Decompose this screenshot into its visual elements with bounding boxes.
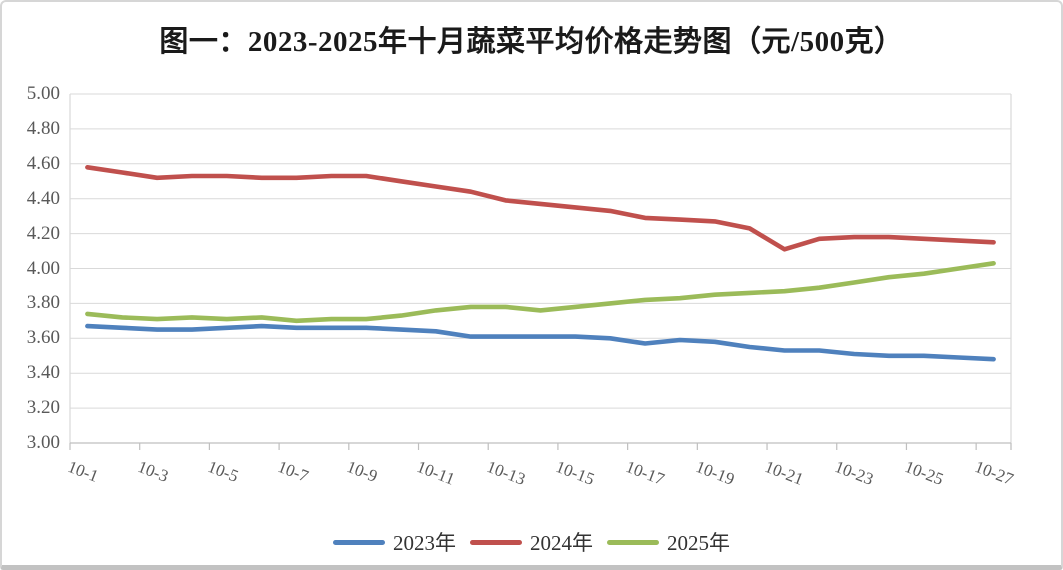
chart-legend: 2023年 2024年 2025年	[2, 526, 1061, 558]
y-axis-tick-label: 3.20	[26, 397, 60, 419]
legend-label: 2023年	[393, 531, 456, 555]
legend-line-swatch	[333, 539, 385, 545]
series-line-2024年	[85, 165, 996, 252]
legend-item-2023年: 2023年	[333, 527, 456, 557]
y-axis-tick-label: 3.00	[26, 432, 60, 453]
legend-line-swatch	[470, 539, 522, 545]
legend-item-2024年: 2024年	[470, 527, 593, 557]
y-axis-tick-label: 4.60	[26, 152, 60, 174]
y-axis-tick-label: 4.80	[26, 117, 60, 139]
y-axis-tick-label: 3.80	[26, 292, 60, 314]
legend-label: 2025年	[667, 531, 730, 555]
series-line-2023年	[85, 323, 996, 362]
y-axis-tick-label: 3.60	[26, 327, 60, 349]
y-axis-tick-label: 4.20	[26, 222, 60, 244]
legend-line-swatch	[607, 539, 659, 545]
legend-item-2025年: 2025年	[607, 527, 730, 557]
y-axis-tick-label: 4.00	[26, 257, 60, 279]
chart-title: 图一：2023-2025年十月蔬菜平均价格走势图（元/500克）	[159, 26, 904, 58]
legend-label: 2024年	[530, 531, 593, 555]
y-axis-tick-label: 3.40	[26, 362, 60, 384]
series-line-2025年	[85, 260, 996, 324]
y-axis-tick-label: 5.00	[26, 83, 60, 104]
y-axis-tick-label: 4.40	[26, 187, 60, 209]
